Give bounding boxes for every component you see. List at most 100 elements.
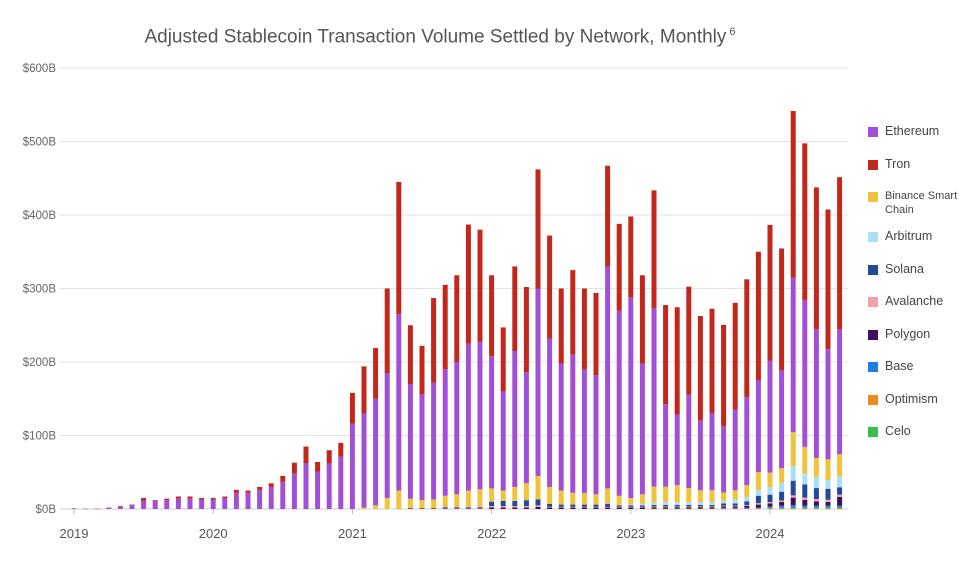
bar-segment-ethereum: [732, 409, 738, 491]
bar-segment-arbitrum: [721, 500, 727, 504]
bar-segment-polygon: [558, 507, 564, 509]
bar-segment-polygon: [547, 507, 553, 509]
bar-segment-tron: [651, 190, 657, 308]
x-tick-label: 2022: [477, 526, 506, 541]
bar-segment-tron: [129, 504, 135, 506]
bar-segment-ethereum: [779, 370, 785, 469]
bar-segment-tron: [222, 496, 228, 498]
bar-segment-arbitrum: [639, 503, 645, 506]
bar-segment-celo: [813, 508, 819, 510]
bar-segment-tron: [175, 496, 181, 499]
bar-segment-polygon: [779, 502, 785, 506]
legend-label: Ethereum: [885, 124, 940, 138]
bar-segment-base: [790, 504, 796, 508]
bar-segment-polygon: [651, 507, 657, 509]
bar-segment-avalanche: [721, 505, 727, 507]
bar-segment-binance-smart-chain: [616, 495, 622, 506]
bar-segment-ethereum: [268, 486, 274, 509]
bar-segment-binance-smart-chain: [709, 490, 715, 503]
bar-segment-avalanche: [802, 497, 808, 500]
chart-title: Adjusted Stablecoin Transaction Volume S…: [0, 26, 880, 48]
bar-segment-binance-smart-chain: [523, 483, 529, 501]
bar-segment-tron: [663, 305, 669, 405]
bar-segment-solana: [767, 494, 773, 503]
bar-segment-polygon: [535, 506, 541, 509]
bar-segment-solana: [442, 506, 448, 508]
bar-segment-binance-smart-chain: [744, 485, 750, 497]
legend-label: Avalanche: [885, 294, 944, 308]
bar-segment-avalanche: [767, 502, 773, 504]
bar-segment-ethereum: [164, 500, 170, 509]
bar-segment-tron: [616, 223, 622, 311]
x-tick-label: 2020: [199, 526, 228, 541]
bar-segment-tron: [558, 288, 564, 364]
bar-segment-ethereum: [257, 489, 263, 509]
bar-segment-ethereum: [570, 354, 576, 493]
bar-segment-avalanche: [837, 494, 843, 497]
bar-segment-ethereum: [245, 492, 251, 509]
bar-segment-tron: [512, 266, 518, 351]
bar-segment-tron: [199, 497, 205, 500]
bar-segment-solana: [465, 506, 471, 508]
bar-segment-tron: [303, 446, 309, 464]
bar-segment-tron: [547, 235, 553, 339]
bar-segment-solana: [790, 480, 796, 496]
bar-segment-binance-smart-chain: [396, 490, 402, 509]
bar-segment-binance-smart-chain: [639, 494, 645, 504]
bar-segment-avalanche: [581, 506, 587, 508]
bar-segment-polygon: [523, 507, 529, 509]
bar-segment-binance-smart-chain: [384, 497, 390, 509]
bar-segment-tron: [790, 110, 796, 278]
bar-segment-celo: [837, 508, 843, 510]
bar-segment-avalanche: [674, 506, 680, 508]
bar-segment-ethereum: [94, 508, 100, 510]
bar-segment-ethereum: [651, 307, 657, 487]
bar-segment-ethereum: [802, 299, 808, 447]
bar-segment-tron: [245, 490, 251, 493]
bar-segment-tron: [431, 298, 437, 383]
bar-segment-solana: [547, 503, 553, 507]
bar-segment-solana: [628, 505, 634, 507]
bar-segment-polygon: [500, 507, 506, 509]
bar-segment-solana: [558, 504, 564, 507]
bar-segment-optimism: [813, 507, 819, 509]
bar-segment-tron: [535, 169, 541, 289]
bar-segment-ethereum: [558, 363, 564, 491]
legend-swatch: [868, 427, 878, 437]
bar-segment-arbitrum: [802, 473, 808, 485]
bar-segment-ethereum: [616, 310, 622, 496]
bar-segment-polygon: [732, 506, 738, 508]
bar-segment-optimism: [755, 508, 761, 509]
bar-segment-ethereum: [407, 384, 413, 499]
bar-segment-solana: [732, 503, 738, 506]
bar-segment-binance-smart-chain: [454, 494, 460, 507]
bar-segment-polygon: [721, 506, 727, 508]
bar-segment-polygon: [454, 508, 460, 509]
bar-segment-tron: [732, 302, 738, 410]
bar-segment-tron: [825, 209, 831, 350]
bar-segment-tron: [210, 497, 216, 500]
bar-segment-ethereum: [187, 498, 193, 509]
bar-segment-polygon: [512, 507, 518, 509]
bar-segment-solana: [523, 500, 529, 507]
bar-segment-ethereum: [326, 463, 332, 509]
bar-segment-binance-smart-chain: [581, 492, 587, 505]
bar-segment-polygon: [697, 507, 703, 509]
bar-segment-ethereum: [790, 277, 796, 433]
bar-segment-tron: [605, 165, 611, 267]
bar-segment-avalanche: [547, 506, 553, 508]
bar-segment-base: [721, 507, 727, 509]
bar-segment-solana: [674, 504, 680, 507]
bar-segment-ethereum: [767, 360, 773, 473]
bar-segment-binance-smart-chain: [802, 446, 808, 474]
bar-segment-arbitrum: [732, 499, 738, 504]
bar-segment-binance-smart-chain: [570, 492, 576, 505]
bar-segment-ethereum: [83, 508, 89, 510]
bar-segment-tron: [315, 461, 321, 472]
legend-label: Base: [885, 359, 914, 373]
bar-segment-solana: [663, 504, 669, 507]
legend-label: Celo: [885, 424, 911, 438]
bar-segment-optimism: [732, 508, 738, 510]
bar-segment-binance-smart-chain: [721, 492, 727, 501]
